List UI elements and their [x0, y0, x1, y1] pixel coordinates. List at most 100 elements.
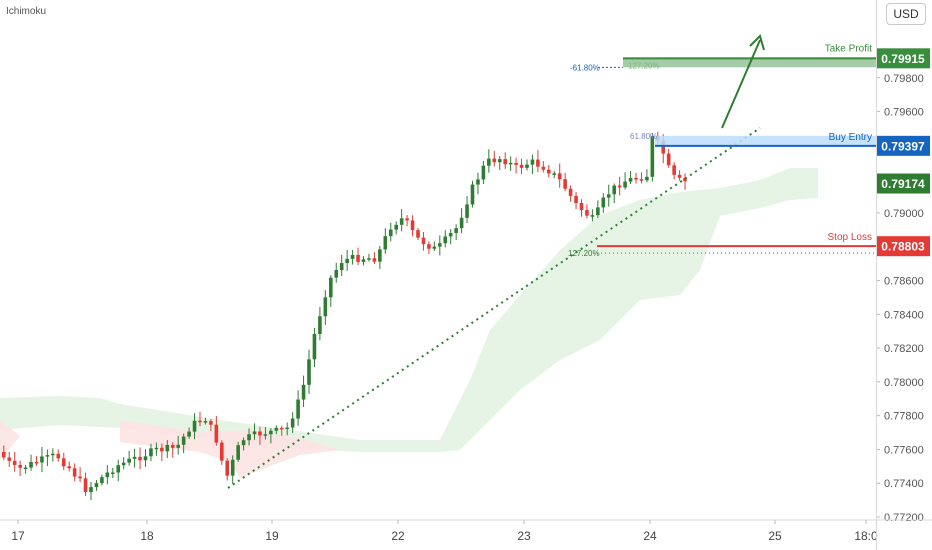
candle-body: [557, 173, 562, 180]
candle-body: [29, 462, 33, 468]
candle-body: [198, 420, 202, 423]
candle-body: [263, 434, 268, 436]
candle-body: [7, 457, 12, 461]
buy-entry-label: Buy Entry: [829, 132, 872, 143]
candle-body: [552, 173, 557, 175]
candle-body: [541, 166, 546, 170]
candle-body: [432, 246, 437, 249]
y-tick-label-4: 0.78400: [884, 309, 924, 321]
candle-body: [476, 179, 480, 185]
candle-body: [209, 421, 213, 425]
candle-body: [329, 277, 333, 298]
y-tick-label-5: 0.78200: [884, 343, 924, 355]
y-tick-label-6: 0.78000: [884, 377, 924, 389]
candle-body: [116, 465, 121, 473]
candle-body: [666, 153, 671, 166]
candle-body: [487, 158, 491, 166]
candle-body: [241, 440, 246, 446]
candle-body: [388, 229, 393, 237]
candle-body: [525, 164, 529, 168]
candle-body: [94, 483, 99, 488]
candle-body: [470, 184, 475, 205]
buy-entry-tag-box: [877, 135, 930, 156]
candle-body: [230, 459, 235, 476]
candle-body: [258, 431, 262, 436]
candle-body: [220, 442, 224, 461]
candle-body: [143, 456, 148, 461]
candles: [2, 131, 687, 501]
candle-body: [672, 165, 676, 175]
y-axis: 0.79800 0.79600 0.79000 0.78600 0.78400 0.782…: [876, 73, 924, 524]
candle-body: [34, 462, 39, 464]
candle-body: [225, 460, 230, 476]
stop-loss-tag-value: 0.78803: [881, 240, 925, 254]
candle-body: [83, 478, 88, 493]
y-tick-label-0: 0.79800: [884, 73, 924, 85]
candle-body: [318, 316, 322, 334]
candle-body: [170, 444, 175, 448]
take-profit-label: Take Profit: [825, 43, 872, 54]
candle-body: [601, 197, 606, 208]
currency-button[interactable]: USD: [886, 3, 926, 25]
y-tick-label-7: 0.77800: [884, 411, 924, 423]
take-profit-fib-right-label: 127.20%: [628, 61, 660, 70]
candle-body: [438, 243, 442, 247]
candle-body: [203, 421, 208, 423]
y-tick-label-9: 0.77400: [884, 478, 924, 490]
indicator-label[interactable]: Ichimoku: [6, 6, 47, 17]
y-tick-label-8: 0.77600: [884, 444, 924, 456]
candle-body: [454, 228, 458, 233]
candle-body: [378, 249, 382, 262]
candle-body: [334, 270, 339, 278]
candle-body: [574, 195, 578, 204]
take-profit-tag-box: [877, 48, 930, 69]
target-arrow-head: [749, 34, 765, 51]
candle-body: [181, 436, 186, 445]
x-tick-label-7: 18:0: [854, 529, 878, 543]
candle-body: [132, 456, 137, 459]
candle-body: [465, 204, 469, 218]
candle-body: [585, 210, 589, 216]
candle-body: [345, 258, 349, 264]
candle-body: [399, 218, 404, 225]
cloud-red-edge: [0, 420, 20, 460]
candle-body: [492, 158, 497, 163]
candle-body: [12, 460, 17, 465]
candle-body: [18, 464, 22, 468]
candle-body: [410, 220, 415, 231]
stop-loss-label: Stop Loss: [828, 232, 872, 243]
ichimoku-cloud: [0, 168, 818, 478]
candle-body: [628, 178, 633, 182]
candle-body: [72, 468, 77, 477]
cloud-green-band: [0, 168, 818, 452]
candle-body: [639, 179, 644, 181]
buy-entry-fib-label: 61.80%: [630, 132, 657, 141]
x-tick-label-6: 25: [768, 529, 782, 543]
candle-body: [51, 453, 55, 456]
candle-body: [481, 165, 486, 180]
candle-body: [307, 359, 311, 385]
candle-body: [405, 218, 409, 221]
candle-body: [301, 384, 306, 400]
y-tick-label-2: 0.79000: [884, 208, 924, 220]
candle-body: [111, 472, 115, 474]
candle-body: [650, 135, 655, 177]
y-tick-label-3: 0.78600: [884, 275, 924, 287]
candle-body: [459, 217, 464, 229]
candle-body: [100, 477, 104, 484]
candle-body: [89, 487, 93, 493]
candle-body: [149, 448, 153, 457]
candle-body: [579, 203, 584, 211]
candle-body: [590, 215, 595, 217]
take-profit-tag-value: 0.79915: [881, 52, 925, 66]
x-tick-label-4: 23: [517, 529, 531, 543]
candle-body: [160, 447, 164, 452]
candle-body: [617, 185, 622, 188]
candle-body: [514, 162, 518, 165]
candle-body: [367, 258, 371, 260]
candle-body: [356, 254, 360, 262]
x-tick-label-5: 24: [643, 529, 657, 543]
candle-body: [290, 418, 295, 428]
